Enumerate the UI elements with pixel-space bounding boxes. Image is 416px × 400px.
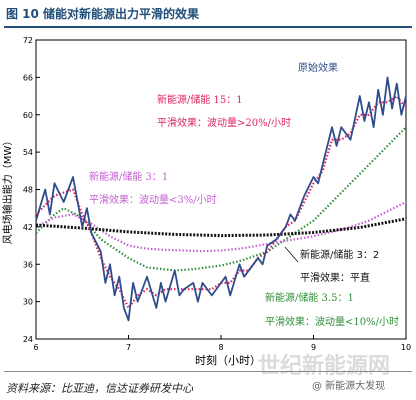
title-divider xyxy=(4,26,412,28)
watermark-handle: @ 新能源大发现 xyxy=(312,381,386,392)
x-tick-label: 7 xyxy=(126,343,131,352)
x-axis-label: 时刻（小时） xyxy=(195,353,261,367)
x-tick-label: 9 xyxy=(311,343,316,352)
annotation-3to2-effect: 平滑效果：平直 xyxy=(300,271,370,284)
tick-layer: 6 7 8 9 10 24 30 36 42 48 54 60 66 72 xyxy=(23,36,411,352)
figure-title: 图 10 储能对新能源出力平滑的效果 xyxy=(6,7,200,21)
series-line-2 xyxy=(35,201,407,253)
annotation-3to2-leader xyxy=(284,246,299,263)
x-tick-label: 6 xyxy=(33,343,38,352)
y-tick-label: 72 xyxy=(23,36,33,45)
y-tick-label: 66 xyxy=(23,73,33,82)
annotation-15to1-effect: 平滑效果：波动量>20%/小时 xyxy=(157,116,291,129)
source-divider xyxy=(4,371,412,372)
y-tick-label: 36 xyxy=(23,260,33,269)
y-tick-label: 42 xyxy=(23,223,33,232)
annotation-3p5to1-effect: 平滑效果：波动量<10%/小时 xyxy=(265,315,399,328)
annotation-3to2-ratio: 新能源/储能 3：2 xyxy=(300,248,379,261)
annotation-15to1-ratio: 新能源/储能 15：1 xyxy=(157,93,243,106)
y-tick-label: 54 xyxy=(23,148,33,157)
series-layer xyxy=(35,76,407,322)
series-line-4 xyxy=(35,217,407,238)
series-line-3 xyxy=(35,126,407,272)
y-tick-label: 60 xyxy=(23,111,33,120)
y-axis-label: 风电场输出能力（MW） xyxy=(1,136,14,245)
series-line-0 xyxy=(35,76,407,322)
y-tick-label: 30 xyxy=(23,298,33,307)
source-note: 资料来源：比亚迪，信达证券研发中心 xyxy=(6,382,193,395)
watermark: 世纪新能源网 xyxy=(258,354,391,379)
annotation-3p5to1-ratio: 新能源/储能 3.5：1 xyxy=(265,291,354,304)
x-tick-label: 10 xyxy=(401,343,411,352)
annotation-raw-label: 原始效果 xyxy=(298,61,338,74)
y-tick-label: 48 xyxy=(23,186,33,195)
annotation-3to1-ratio: 新能源/储能 3：1 xyxy=(89,170,168,183)
y-tick-label: 24 xyxy=(23,335,33,344)
annotation-3to1-effect: 平滑效果：波动量<3%/小时 xyxy=(89,193,217,206)
x-tick-label: 8 xyxy=(218,343,223,352)
